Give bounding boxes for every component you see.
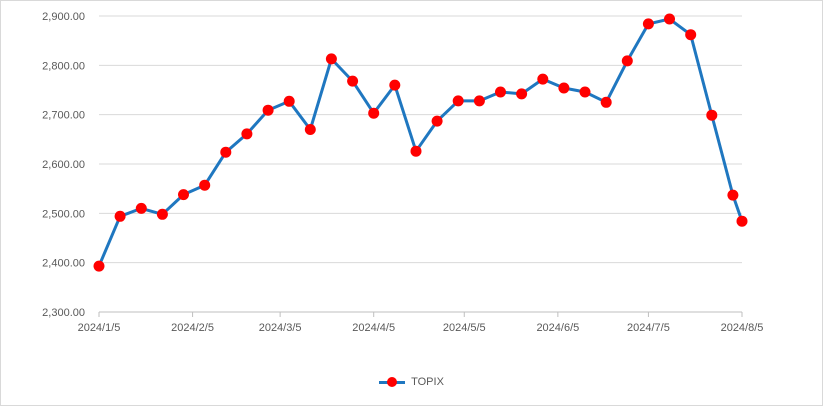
x-tick-label: 2024/1/5 — [78, 322, 121, 334]
data-point — [135, 202, 147, 214]
data-point — [431, 115, 443, 127]
x-tick-label: 2024/2/5 — [171, 322, 214, 334]
y-tick-label: 2,400.00 — [42, 258, 85, 270]
legend: TOPIX — [0, 376, 823, 388]
data-point — [452, 95, 464, 107]
x-tick-label: 2024/5/5 — [443, 322, 486, 334]
data-point — [537, 73, 549, 85]
data-point — [579, 86, 591, 98]
data-point — [178, 189, 189, 201]
grid-lines — [99, 15, 742, 313]
x-tick-label: 2024/4/5 — [352, 322, 395, 334]
data-point — [473, 95, 485, 107]
y-axis: 2,300.00 2,400.00 2,500.00 2,600.00 2,700.00… — [42, 11, 85, 319]
data-point — [558, 82, 570, 94]
data-point — [283, 95, 295, 107]
legend-label: TOPIX — [411, 376, 444, 388]
x-axis: 2024/1/5 2024/2/5 2024/3/5 2024/4/5 2024/5/5… — [78, 312, 764, 334]
data-point — [410, 145, 422, 157]
x-tick-label: 2024/7/5 — [627, 322, 670, 334]
data-point — [495, 86, 506, 98]
y-tick-label: 2,600.00 — [42, 159, 85, 171]
data-point — [621, 55, 633, 67]
x-tick-label: 2024/3/5 — [259, 322, 302, 334]
data-point — [642, 18, 654, 30]
data-point — [347, 75, 359, 87]
data-point — [516, 88, 528, 100]
y-tick-label: 2,500.00 — [42, 208, 85, 220]
series-line — [97, 17, 744, 268]
data-point — [114, 210, 126, 222]
x-tick-label: 2024/6/5 — [536, 322, 579, 334]
data-point — [664, 13, 675, 25]
data-point — [368, 107, 380, 119]
x-tick-label: 2024/8/5 — [721, 322, 764, 334]
data-point — [325, 53, 337, 65]
data-point — [727, 189, 739, 201]
data-point — [304, 124, 316, 135]
data-point — [199, 179, 211, 191]
data-point — [736, 215, 748, 227]
data-point — [262, 104, 274, 116]
data-point — [600, 96, 612, 108]
data-point — [156, 208, 168, 220]
data-point — [706, 109, 718, 121]
y-tick-label: 2,700.00 — [42, 110, 85, 122]
data-point — [220, 146, 232, 158]
data-point — [685, 29, 697, 41]
y-tick-label: 2,900.00 — [42, 11, 85, 23]
legend-swatch — [379, 376, 406, 388]
data-point — [93, 260, 105, 272]
data-point — [389, 79, 401, 91]
y-tick-label: 2,300.00 — [42, 307, 85, 319]
series-topix — [93, 13, 748, 272]
y-tick-label: 2,800.00 — [42, 60, 85, 72]
data-point — [241, 128, 253, 140]
